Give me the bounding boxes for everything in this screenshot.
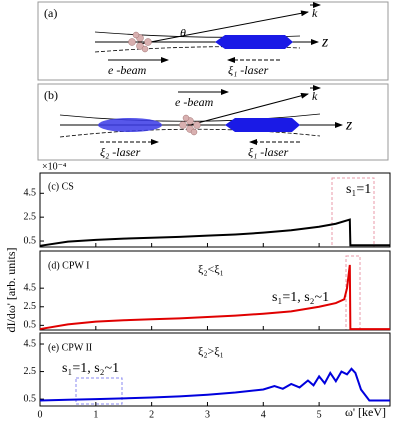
annotation: s₁=1, s₂~1	[272, 290, 329, 305]
y-tick-label: 4.5	[24, 282, 37, 293]
plot-frame	[39, 332, 391, 407]
laser-pulse	[215, 35, 293, 49]
electrons	[179, 114, 201, 136]
k-label: k	[312, 6, 318, 20]
x-tick-label: 1	[93, 409, 98, 420]
x-tick-label: 0	[38, 409, 43, 420]
k-vector	[189, 92, 309, 126]
label: (b)	[44, 88, 58, 102]
laser-label: ξ₂ -laser	[100, 145, 141, 159]
frame	[37, 83, 389, 161]
y-tick-label: 0.5	[24, 320, 37, 331]
y-tick-label: 4.5	[24, 188, 37, 199]
beam-label: e -beam	[108, 63, 147, 77]
annotation: s₁=1, s₂~1	[62, 361, 119, 376]
theta: θ	[180, 26, 186, 40]
electrons	[128, 31, 152, 53]
diagram-b: (b) e -beam k z ξ₂ -laser ξ₁ -laser	[37, 83, 389, 161]
plot-frame	[39, 250, 391, 331]
z-label: z	[321, 34, 329, 51]
highlight-box	[75, 377, 123, 405]
y-axis-label: dI/dω' [arb. units]	[4, 247, 18, 332]
plot-frame	[39, 172, 391, 248]
annotation: s₁=1	[346, 182, 371, 197]
x-tick-label: 5	[317, 409, 322, 420]
y-tick-label: 0.5	[24, 235, 37, 246]
highlight-box	[345, 255, 361, 331]
y-tick-label: 4.5	[24, 338, 37, 349]
diagram-a: (a) θ k z e -beam ξ₁ -laser	[37, 1, 389, 81]
k-vector	[139, 10, 309, 45]
x-axis-label: ω' [keV]	[345, 405, 386, 419]
x-tick-label: 4	[261, 409, 266, 420]
panel-title: (e) CPW II	[48, 342, 92, 353]
note: ξ₂<ξ₁	[198, 262, 224, 276]
label: (a)	[44, 6, 57, 20]
laser-pulse	[98, 118, 162, 132]
note: ξ₂>ξ₁	[198, 344, 224, 358]
panel-title: (c) CS	[48, 181, 74, 192]
laser-pulse	[225, 118, 300, 132]
y-tick-label: 2.5	[24, 366, 37, 377]
data-line	[39, 218, 390, 247]
beam-label: e -beam	[175, 95, 214, 109]
beam-edge	[59, 128, 321, 138]
y-tick-label: 2.5	[24, 211, 37, 222]
laser-label: ξ₁ -laser	[228, 63, 269, 77]
x-tick-label: 3	[205, 409, 210, 420]
frame	[37, 1, 389, 81]
y-tick-label: 0.5	[24, 393, 37, 404]
z-label: z	[345, 117, 353, 134]
data-line	[39, 367, 390, 402]
multiplier: ×10⁻⁴	[42, 161, 67, 172]
panel-title: (d) CPW I	[48, 260, 89, 271]
data-line	[39, 264, 390, 331]
x-tick-label: 2	[149, 409, 154, 420]
laser-label: ξ₁ -laser	[248, 145, 289, 159]
y-tick-label: 2.5	[24, 301, 37, 312]
k-label: k	[312, 89, 318, 103]
